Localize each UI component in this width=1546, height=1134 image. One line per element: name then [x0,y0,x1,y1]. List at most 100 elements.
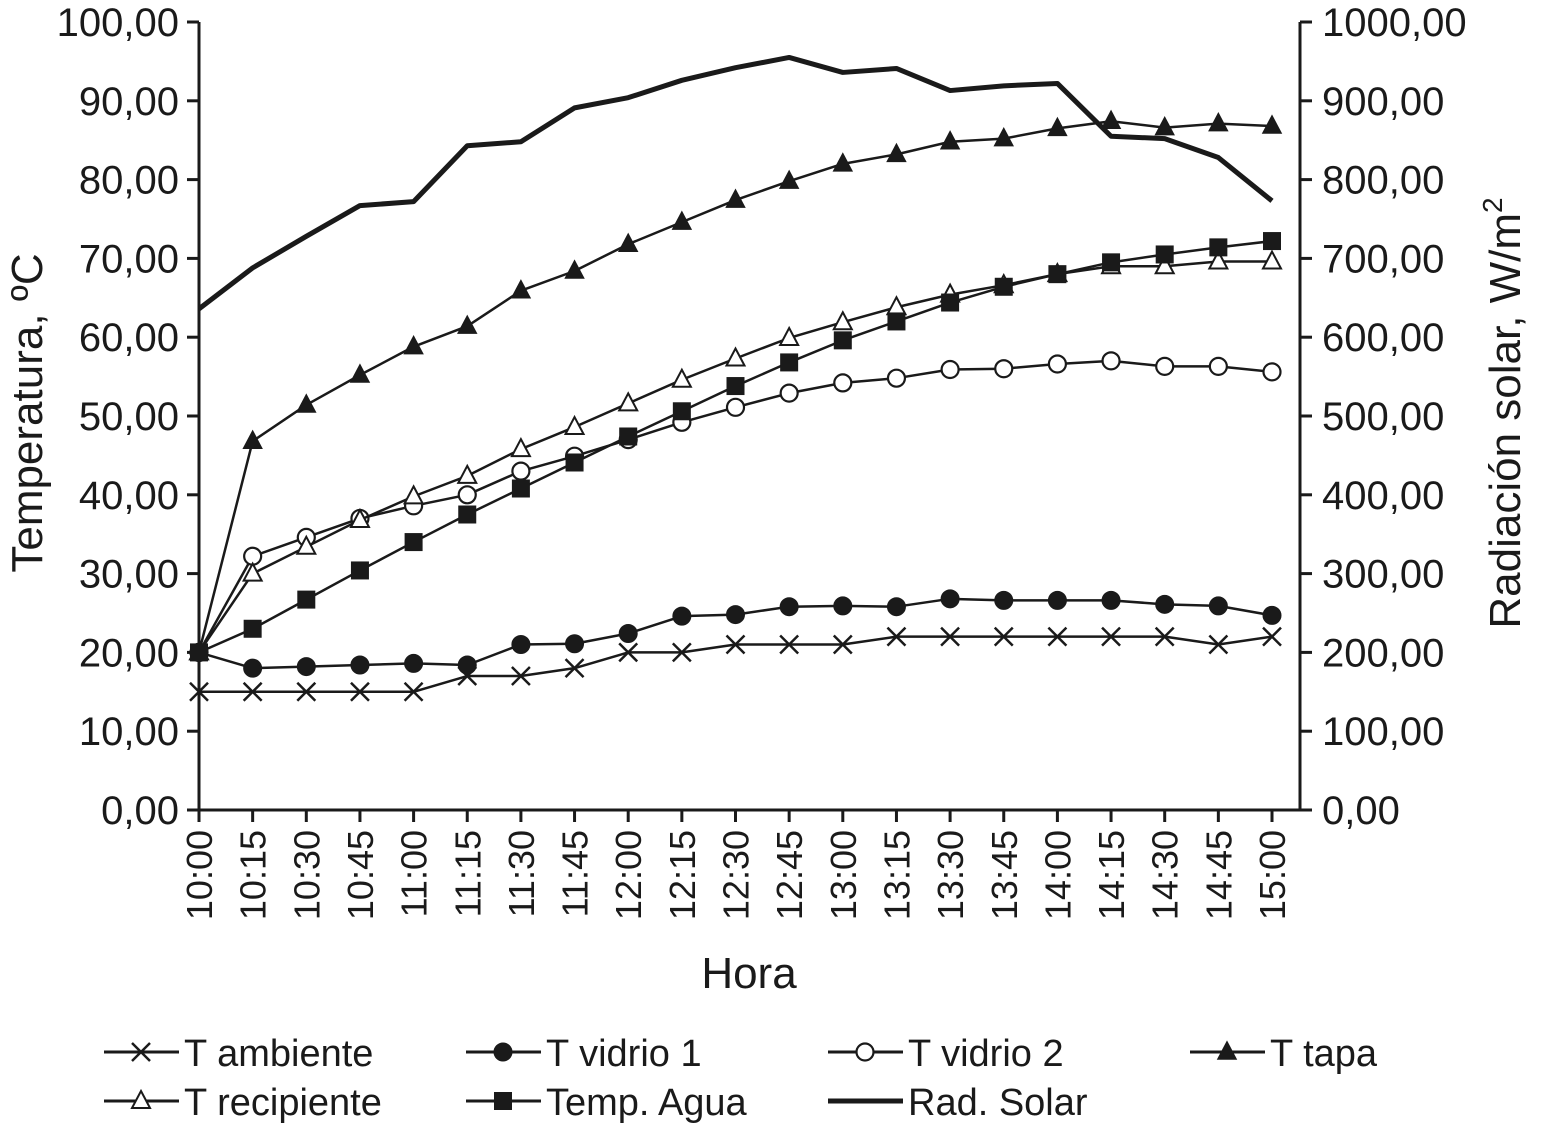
data-point-t-vidrio-1 [886,597,906,617]
data-point-t-ambiente [993,626,1014,647]
data-point-t-ambiente [511,666,531,686]
y2-axis-title-sup: 2 [1477,197,1508,213]
data-point-t-vidrio-2 [457,485,477,505]
marker-stroke [940,626,960,647]
data-point-t-recipiente [563,414,586,436]
legend-label: T vidrio 2 [908,1033,1064,1075]
marker-stroke [403,681,424,702]
data-point-t-recipiente [832,310,854,331]
y2-tick-label: 300,00 [1322,553,1444,597]
y-tick-label: 30,00 [79,553,179,597]
data-point-t-vidrio-1 [350,655,370,675]
x-tick-label: 14:30 [1145,830,1186,920]
data-point-t-vidrio-1 [1047,590,1067,610]
data-point-t-vidrio-1 [833,596,853,616]
data-point-t-ambiente [189,681,209,702]
data-point-t-vidrio-2 [725,397,746,417]
data-point-t-vidrio-1 [1208,596,1228,616]
data-point-t-vidrio-1 [994,590,1014,610]
x-tick-label: 12:00 [608,830,649,920]
y2-tick-label: 900,00 [1322,80,1444,124]
data-point-t-ambiente [1154,626,1175,647]
legend-item-temp-agua: Temp. Agua [466,1082,748,1124]
y2-tick-label: 500,00 [1322,395,1444,439]
data-point-t-vidrio-2 [511,461,531,481]
legend-item-rad-solar: Rad. Solar [828,1082,1088,1124]
legend-item-t-recipiente: T recipiente [104,1082,382,1124]
x-tick-label: 13:30 [930,830,971,920]
x-tick-label: 10:45 [340,830,381,920]
data-point-t-ambiente [296,681,317,702]
data-point-t-tapa [671,210,693,230]
series-temp-agua [190,232,1281,662]
y-tick-label: 100,00 [57,1,179,45]
data-point-temp-agua [619,427,638,446]
data-point-t-vidrio-2 [940,359,960,380]
legend-label: T recipiente [184,1082,382,1124]
marker-stroke [242,681,263,702]
y-tick-label: 80,00 [79,159,179,203]
legend-swatch-marker [855,1042,875,1062]
marker-stroke [1262,626,1282,647]
marker-stroke [564,658,585,679]
data-point-t-ambiente [618,642,639,663]
marker-stroke [1047,626,1068,647]
data-point-temp-agua [1209,238,1228,257]
marker-stroke [350,681,370,702]
x-tick-label: 11:30 [501,830,542,917]
data-point-t-vidrio-2 [886,368,907,388]
legend-swatch-marker [130,1088,152,1109]
x-tick-label: 14:45 [1198,830,1239,920]
x-tick-label: 12:45 [769,830,810,920]
data-point-temp-agua [887,312,906,331]
x-tick-label: 13:00 [823,830,864,920]
data-point-t-recipiente [1154,254,1176,275]
legend-swatch-marker [1216,1040,1238,1060]
data-point-t-vidrio-2 [1155,356,1175,376]
data-point-t-ambiente [564,658,585,679]
y2-tick-label: 0,00 [1322,789,1400,833]
series-t-tapa [188,109,1283,661]
data-point-t-vidrio-2 [994,359,1014,379]
marker-stroke [886,626,907,647]
data-point-t-ambiente [832,634,853,655]
data-point-t-tapa [1261,114,1283,134]
y-tick-label: 0,00 [101,789,179,833]
marker-stroke [671,642,692,663]
marker-stroke [1154,626,1175,647]
y-tick-label: 60,00 [79,316,179,360]
data-point-t-tapa [403,335,424,355]
x-tick-label: 10:30 [286,830,327,920]
data-point-temp-agua [243,619,262,638]
data-point-t-vidrio-1 [296,657,316,677]
marker-stroke [1208,634,1229,655]
data-point-temp-agua [941,293,960,312]
y2-tick-label: 600,00 [1322,316,1444,360]
data-point-temp-agua [458,505,477,524]
marker-stroke [131,1042,151,1062]
data-point-t-recipiente [778,325,800,346]
data-point-t-ambiente [242,681,263,702]
marker-stroke [1101,626,1121,647]
data-point-temp-agua [1155,245,1174,264]
x-tick-label: 11:45 [555,830,596,917]
marker-stroke [832,634,853,655]
data-point-t-ambiente [1047,626,1068,647]
data-point-t-tapa [1047,116,1068,137]
data-point-t-recipiente [617,391,639,412]
data-point-t-ambiente [779,634,800,655]
data-point-t-ambiente [1262,626,1282,647]
data-point-temp-agua [404,533,423,552]
data-point-t-vidrio-2 [779,383,799,403]
data-point-temp-agua [780,353,799,372]
legend-swatch-marker [131,1042,151,1062]
data-point-t-vidrio-1 [779,597,799,617]
legend-label: Temp. Agua [546,1082,748,1124]
data-point-t-vidrio-2 [1047,354,1068,374]
legend-label: T ambiente [184,1033,373,1075]
data-point-temp-agua [726,377,745,396]
y-tick-label: 70,00 [79,237,179,281]
data-point-t-vidrio-1 [672,606,692,626]
data-point-t-vidrio-1 [618,623,638,643]
legend-label: T tapa [1270,1033,1378,1075]
